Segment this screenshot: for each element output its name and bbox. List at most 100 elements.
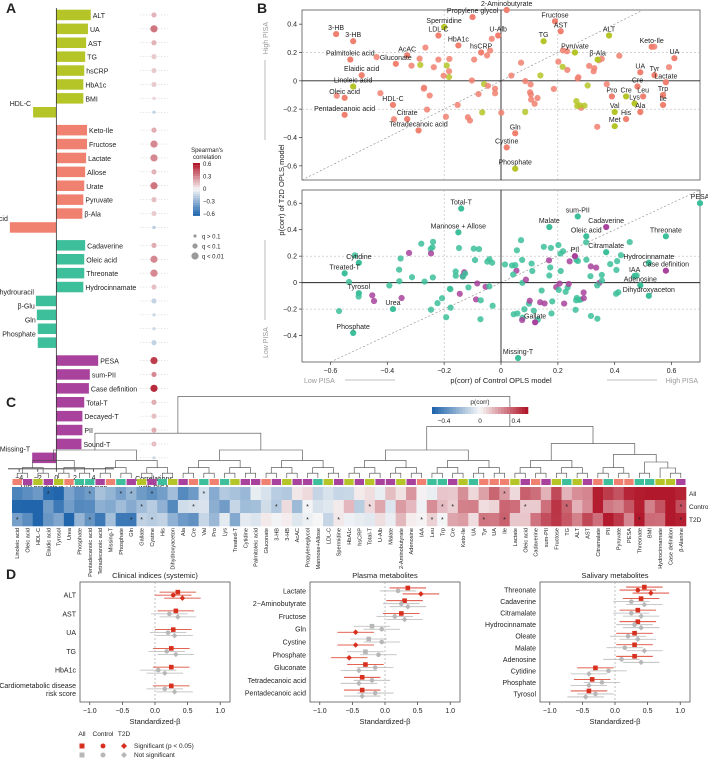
scatter-top-labeled-point-9 [350, 38, 357, 45]
heat-colorbar-cell-10 [462, 407, 466, 414]
scatter-top-label-43: Phosphate [498, 160, 532, 167]
heat-cell-1-38 [406, 500, 417, 514]
scatter-top-label-9: 3-HB [345, 32, 361, 39]
forest-mark-all-2-6 [632, 654, 637, 659]
dendro-branch-16-18 [182, 472, 194, 478]
heat-cell-1-13 [146, 500, 158, 514]
scatter-bottom-point-13 [594, 315, 601, 322]
heat-col-label-43: Keto-Ile [461, 528, 467, 547]
scatter-top-label-4: AST [554, 22, 568, 29]
forest-xtick-label-0-4: 1.0 [215, 708, 225, 715]
heat-colorbar-tick-2: 0.4 [511, 418, 520, 425]
scatter-bottom-point-37 [594, 282, 601, 289]
forest-mark-t2d-2-8 [586, 682, 592, 689]
heat-cell-1-51 [540, 500, 552, 514]
scatter-bottom-point-110 [548, 310, 555, 317]
heat-col-label-32: HbA1c [347, 528, 353, 545]
heat-cell-2-51 [540, 513, 552, 527]
scatter-top-label-24: Cre [632, 78, 643, 85]
heat-cell-0-49 [520, 487, 531, 501]
heat-cell-2-46 [488, 513, 500, 527]
heat-cell-0-24 [260, 487, 272, 501]
heat-cell-1-54 [571, 500, 583, 514]
scatter-bottom-point-102 [615, 289, 622, 296]
heat-cell-1-43 [457, 500, 469, 514]
heat-cell-0-47 [499, 487, 511, 501]
scatter-bottom-labeled-point-4 [603, 223, 610, 231]
scatter-top-point-39 [487, 47, 494, 54]
heat-col-label-12: Gallate [140, 528, 146, 546]
vip-bar-11 [56, 166, 86, 178]
scatter-top-point-1 [522, 78, 529, 85]
corr-legend-title-2: correlation [193, 155, 221, 161]
vip-bar-23 [37, 337, 57, 348]
group-strip-28 [302, 479, 313, 485]
scatter-bottom-point-97 [587, 273, 594, 280]
heat-cell-2-54 [571, 513, 583, 527]
scatter-bottom-point-36 [572, 306, 579, 313]
heat-cell-1-58 [613, 500, 625, 514]
group-strip-37 [396, 479, 406, 485]
scatter-top-label-20: Elaidic acid [344, 66, 380, 73]
heat-cell-2-12 [136, 513, 148, 527]
scatter-top-label-31: Lys [629, 95, 640, 102]
corr-dot-3 [151, 54, 157, 60]
scatter-top-labeled-point-43 [512, 165, 519, 172]
scatter-top-labeled-point-41 [512, 130, 519, 137]
scatter-top-label-32: Ile [659, 96, 667, 103]
scatter-top-label-29: Trp [658, 86, 668, 93]
heat-cell-2-22 [240, 513, 251, 527]
colorbar-cell-15 [193, 196, 200, 199]
heat-col-label-31: Spermidine [337, 528, 343, 556]
vip-bar-16 [56, 240, 86, 251]
heat-col-label-20: Lys [223, 528, 229, 537]
vip-bar-label-22: Gln [25, 318, 36, 325]
scatter-bottom-point-29 [396, 278, 403, 285]
forest-mark-all-1-4 [366, 636, 371, 642]
scatter-top-label-36: Ala [635, 103, 645, 110]
heat-col-label-52: Fructose [554, 528, 560, 550]
heat-cell-1-3 [43, 500, 54, 514]
corr-dot-11 [151, 169, 157, 175]
heat-cell-0-58 [613, 487, 625, 501]
dendro-branch-63-65 [670, 472, 682, 478]
scatter-y-high: High PISA [263, 22, 270, 55]
heat-cell-0-15 [167, 487, 179, 501]
heat-cell-1-59 [623, 500, 635, 514]
scatter-top-labeled-point-21 [637, 69, 644, 76]
heat-star-0-47: * [503, 491, 506, 498]
group-strip-18 [199, 479, 209, 485]
heat-colorbar-cell-16 [480, 407, 484, 414]
heat-star-2-39: * [420, 517, 423, 524]
scatter-top-point-12 [564, 66, 571, 74]
scatter-bottom-point-2 [369, 292, 376, 299]
scatter-top-point-19 [555, 58, 562, 65]
scatter-top-label-23: Linoleic acid [334, 78, 373, 85]
scatter-y-title: p(corr) of T2D OPLS model [277, 144, 286, 235]
corr-dot-30 [151, 441, 157, 447]
scatter-top-label-34: HDL-C [382, 96, 403, 103]
heat-cell-2-31 [333, 513, 345, 527]
heat-col-label-27: AcAC [295, 528, 301, 542]
dendro-branch-32-34 [348, 472, 360, 478]
dendro-branch-58-60 [618, 472, 630, 478]
vip-bar-20 [35, 295, 57, 307]
scatter-top-point-11 [471, 56, 478, 63]
scatter-top-labeled-point-2 [551, 18, 559, 25]
heat-cell-2-15 [167, 513, 179, 527]
heat-cell-2-3 [43, 513, 54, 527]
vip-bar-label-11: Allose [87, 170, 106, 177]
scatter-bottom-ytick-label-2: 0 [293, 280, 297, 287]
heat-col-label-40: Leu [430, 528, 436, 537]
forest-mark-all-2-2 [635, 607, 641, 613]
group-strip-30 [323, 479, 333, 485]
vip-bar-label-26: Case definition [91, 386, 137, 393]
scatter-bottom-point-111 [549, 298, 556, 305]
scatter-bottom-point-28 [510, 271, 517, 278]
forest-legend-circle-0 [100, 743, 106, 749]
heat-cell-0-27 [291, 487, 303, 501]
scatter-bottom-point-10 [434, 300, 441, 307]
q-legend-label-1: q < 0.1 [202, 245, 221, 251]
corr-dot-9 [150, 140, 158, 148]
forest-x-title-0: Standardized-β [129, 717, 181, 726]
